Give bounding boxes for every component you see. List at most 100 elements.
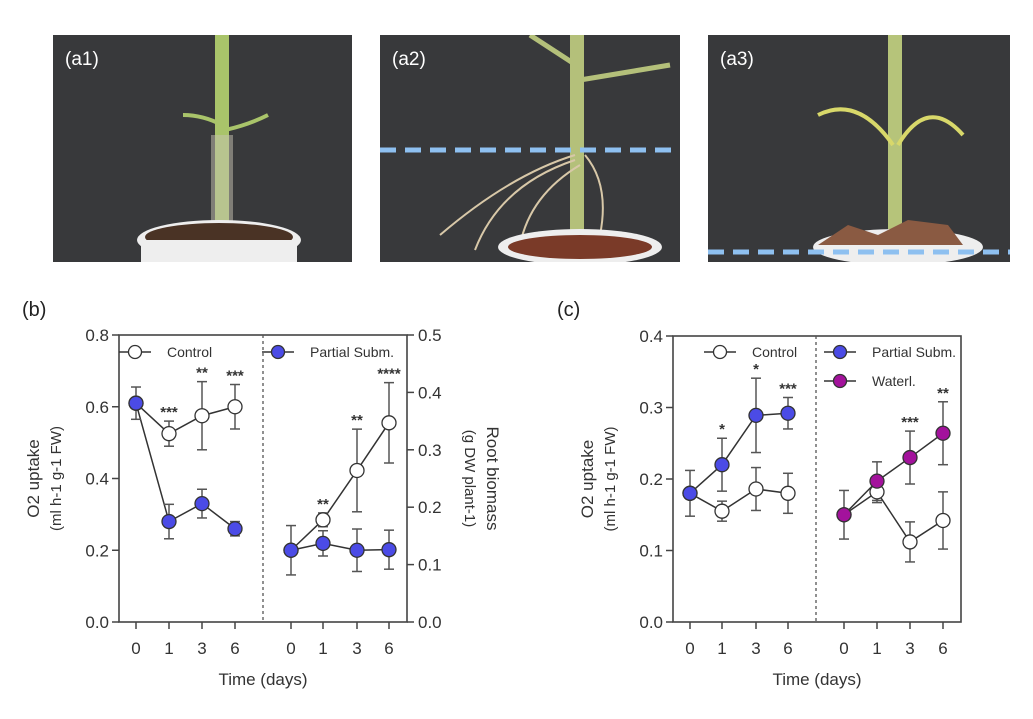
y-tick-label: 0.0 [85, 613, 109, 632]
legend-label: Control [752, 344, 797, 360]
data-point [315, 535, 331, 552]
significance-label: ** [317, 496, 329, 513]
series-line [843, 490, 944, 543]
x-tick-label: 0 [685, 639, 694, 658]
data-point [227, 399, 243, 415]
legend-label: Control [167, 344, 212, 360]
legend-label: Waterl. [872, 373, 916, 389]
x-tick-label: 1 [717, 639, 726, 658]
y-axis-units: (ml h-1 g-1 FW) [48, 426, 65, 531]
y-right-tick-label: 0.1 [418, 556, 442, 575]
series-line [689, 412, 789, 494]
significance-label: ** [351, 412, 363, 429]
photo-a3: (a3) [708, 35, 1010, 262]
significance-label: ** [937, 385, 949, 402]
data-point [748, 407, 764, 424]
photo-label: (a2) [392, 49, 426, 70]
data-point [161, 513, 177, 530]
significance-label: ** [196, 365, 208, 382]
y-right-tick-label: 0.5 [418, 326, 442, 345]
data-point [194, 495, 210, 512]
x-tick-label: 3 [751, 639, 760, 658]
x-axis-title: Time (days) [772, 670, 861, 689]
series-line [290, 542, 390, 552]
y-tick-label: 0.3 [639, 399, 663, 418]
y-axis-title: O2 uptake [24, 439, 43, 517]
y-right-tick-label: 0.0 [418, 613, 442, 632]
data-point [902, 449, 918, 466]
x-tick-label: 3 [197, 639, 206, 658]
significance-label: *** [779, 380, 797, 397]
data-point [349, 542, 365, 558]
legend-marker [832, 373, 848, 389]
y-tick-label: 0.4 [639, 327, 663, 346]
legend-marker [270, 344, 286, 360]
plant-partial-submergence-image [380, 35, 680, 262]
y-axis-units: (ml h-1 g-1 FW) [602, 426, 619, 531]
data-point [748, 481, 764, 497]
data-point [780, 485, 796, 501]
significance-label: * [719, 421, 725, 438]
y-axis-title: O2 uptake [578, 440, 597, 518]
y-tick-label: 0.6 [85, 398, 109, 417]
plot-frame [672, 335, 962, 623]
plant-waterlogged-image [708, 35, 1010, 262]
data-point [935, 512, 951, 529]
significance-label: *** [226, 368, 244, 385]
y-tick-label: 0.1 [639, 542, 663, 561]
x-axis-title: Time (days) [218, 670, 307, 689]
x-tick-label: 6 [783, 639, 792, 658]
data-point [902, 534, 918, 550]
data-point [283, 542, 299, 558]
data-point [714, 503, 730, 519]
photo-label: (a1) [65, 49, 99, 70]
x-tick-label: 6 [384, 639, 393, 658]
data-point [227, 521, 243, 537]
data-point [161, 426, 177, 442]
panel-label-c: (c) [557, 299, 581, 321]
y-tick-label: 0.0 [639, 613, 663, 632]
significance-label: *** [901, 414, 919, 431]
photo-a1: (a1) [53, 35, 352, 262]
y-right-tick-label: 0.3 [418, 441, 442, 460]
y-tick-label: 0.2 [85, 541, 109, 560]
y-right-tick-label: 0.2 [418, 498, 442, 517]
x-tick-label: 1 [318, 639, 327, 658]
legend-label: Partial Subm. [872, 344, 956, 360]
x-tick-label: 3 [352, 639, 361, 658]
significance-label: **** [377, 366, 401, 383]
y-right-axis-title: Root biomass [483, 427, 502, 531]
series-line [689, 488, 789, 513]
y-tick-label: 0.2 [639, 470, 663, 489]
data-point [381, 542, 397, 558]
x-tick-label: 1 [872, 639, 881, 658]
data-point [836, 507, 852, 523]
series-line [290, 422, 390, 551]
data-point [780, 405, 796, 421]
data-point [381, 415, 397, 431]
y-tick-label: 0.8 [85, 326, 109, 345]
legend-label: Partial Subm. [310, 344, 394, 360]
photo-a2: (a2) [380, 35, 680, 262]
y-right-tick-label: 0.4 [418, 383, 442, 402]
photo-label: (a3) [720, 49, 754, 70]
data-point [935, 425, 951, 441]
x-tick-label: 3 [905, 639, 914, 658]
data-point [315, 512, 331, 528]
significance-label: *** [160, 404, 178, 421]
series-line [135, 402, 236, 530]
panel-label-b: (b) [22, 299, 47, 321]
data-point [682, 485, 698, 501]
plant-control-image [137, 35, 301, 262]
y-right-axis-units: (g DW plant-1) [461, 430, 478, 528]
legend-marker [127, 344, 143, 360]
data-point [714, 457, 730, 473]
data-point [194, 408, 210, 424]
x-tick-label: 6 [230, 639, 239, 658]
legend-marker [712, 344, 728, 360]
data-point [869, 473, 885, 489]
significance-label: * [753, 361, 759, 378]
x-tick-label: 0 [286, 639, 295, 658]
series-line [135, 402, 236, 435]
